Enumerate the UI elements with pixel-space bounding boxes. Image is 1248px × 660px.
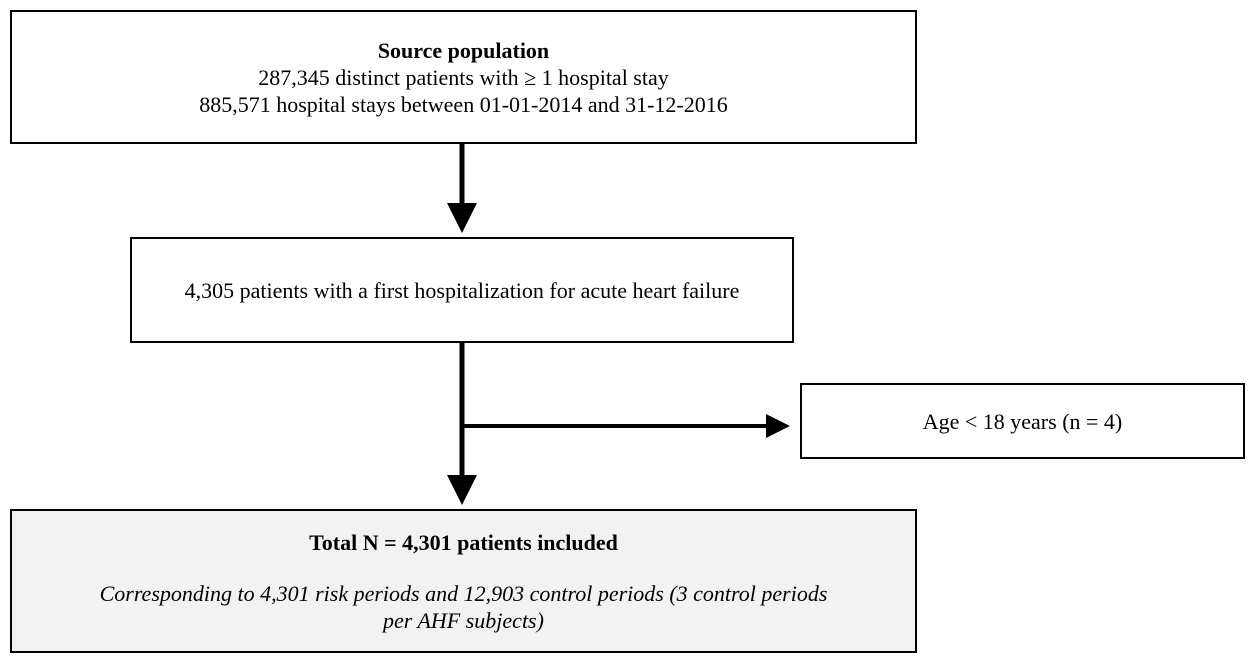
ahf-box: 4,305 patients with a first hospitalizat… — [130, 237, 794, 343]
box-title: Total N = 4,301 patients included — [309, 529, 618, 555]
box-note: Corresponding to 4,301 risk periods and … — [99, 580, 828, 633]
box-line: 885,571 hospital stays between 01-01-201… — [199, 91, 728, 117]
box-text: Age < 18 years (n = 4) — [922, 408, 1123, 434]
box-line: 287,345 distinct patients with ≥ 1 hospi… — [258, 64, 669, 90]
total-box: Total N = 4,301 patients included Corres… — [10, 509, 917, 653]
source-box: Source population 287,345 distinct patie… — [10, 10, 917, 144]
box-text: 4,305 patients with a first hospitalizat… — [184, 277, 740, 303]
box-title: Source population — [377, 37, 550, 63]
exclusion-box: Age < 18 years (n = 4) — [800, 383, 1245, 459]
